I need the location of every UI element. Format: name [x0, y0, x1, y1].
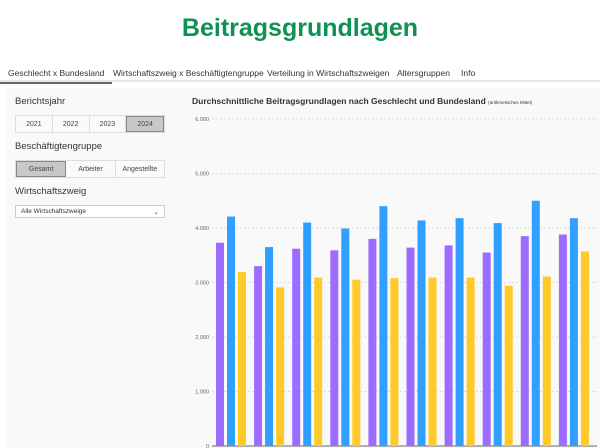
group-angestellte-button[interactable]: Angestellte — [115, 161, 164, 177]
bar — [238, 272, 246, 446]
bar — [504, 285, 513, 446]
bar — [493, 223, 502, 446]
year-2023-button[interactable]: 2023 — [89, 116, 127, 132]
year-2024-button[interactable]: 2024 — [126, 116, 164, 132]
bar — [466, 277, 475, 446]
year-label: Berichtsjahr — [15, 96, 66, 107]
chart-title-text: Durchschnittliche Beitragsgrundlagen nac… — [192, 96, 486, 106]
bar — [352, 279, 361, 446]
y-tick-label: 4.000 — [195, 226, 209, 232]
bar — [276, 287, 285, 446]
sidebar: Berichtsjahr 2021 2022 2023 2024 Beschäf… — [15, 96, 165, 218]
bar — [444, 245, 453, 446]
bar — [542, 276, 551, 446]
y-tick-label: 1.000 — [195, 390, 209, 396]
y-tick-label: 5.000 — [195, 172, 209, 178]
bar — [303, 222, 312, 446]
year-2022-button[interactable]: 2022 — [52, 116, 90, 132]
tab-wirtschaftszweig[interactable]: Wirtschaftszweig x Beschäftigtengruppe — [113, 68, 264, 78]
bar — [314, 277, 323, 446]
y-tick-label: 0 — [206, 444, 209, 448]
tab-verteilung[interactable]: Verteilung in Wirtschaftszweigen — [267, 68, 390, 78]
bar — [341, 228, 350, 446]
bar — [227, 216, 235, 446]
branch-label: Wirtschaftszweig — [15, 186, 87, 197]
bar-chart: 0 1.000 2.000 3.000 4.000 5.000 6.000 — [195, 117, 597, 448]
bar — [330, 250, 339, 446]
group-selector: Gesamt Arbeiter Angestellte — [15, 160, 165, 178]
branch-select-value: Alle Wirtschaftszweige — [21, 208, 87, 215]
bar — [216, 242, 224, 446]
y-tick-label: 3.000 — [195, 281, 209, 287]
group-arbeiter-button[interactable]: Arbeiter — [66, 161, 116, 177]
content-panel: Berichtsjahr 2021 2022 2023 2024 Beschäf… — [7, 88, 600, 448]
group-label: Beschäftigtengruppe — [15, 141, 103, 152]
group-gesamt-button[interactable]: Gesamt — [16, 161, 67, 177]
bar — [379, 206, 388, 446]
year-2021-button[interactable]: 2021 — [16, 116, 53, 132]
bar — [531, 200, 540, 446]
bar — [390, 278, 399, 446]
bar — [580, 251, 589, 446]
chart-title: Durchschnittliche Beitragsgrundlagen nac… — [192, 96, 532, 106]
tab-bar: Geschlecht x Bundesland Wirtschaftszweig… — [0, 66, 600, 84]
bar — [482, 252, 491, 446]
year-selector: 2021 2022 2023 2024 — [15, 115, 165, 133]
y-tick-label: 6.000 — [195, 117, 209, 123]
bar — [254, 266, 263, 446]
bar — [558, 234, 567, 446]
bar — [520, 236, 529, 446]
bar — [428, 277, 437, 446]
chart-subtitle: (arithmetisches Mittel) — [488, 100, 533, 105]
bar — [368, 238, 377, 446]
page-title: Beitragsgrundlagen — [181, 14, 419, 42]
tab-geschlecht-bundesland[interactable]: Geschlecht x Bundesland — [0, 68, 113, 84]
bar — [265, 247, 274, 446]
chevron-down-icon: ⌄ — [153, 208, 159, 216]
bar — [292, 248, 301, 446]
bar — [417, 220, 426, 446]
branch-select[interactable]: Alle Wirtschaftszweige ⌄ — [15, 205, 165, 218]
tab-altersgruppen[interactable]: Altersgruppen — [397, 68, 450, 78]
bar — [406, 247, 415, 446]
tab-info[interactable]: Info — [461, 68, 476, 78]
bar — [455, 218, 464, 446]
bar — [569, 218, 578, 446]
y-tick-label: 2.000 — [195, 335, 209, 341]
